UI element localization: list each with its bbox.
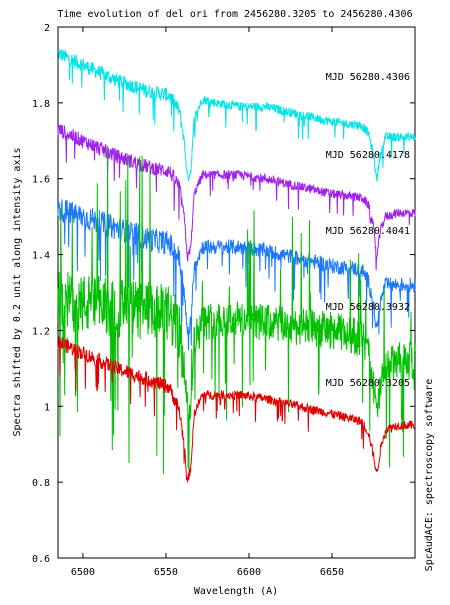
y-tick-label: 1.2 [32, 326, 50, 337]
series-label: MJD 56280.4178 [326, 150, 410, 161]
series-label: MJD 56280.3205 [326, 378, 410, 389]
x-tick-label: 6650 [320, 567, 344, 578]
axes: 0.6 0.8 1 1.2 1.4 1.6 1.8 2 6500 6550 6600 6650 [32, 23, 415, 578]
y-tick-label: 0.6 [32, 554, 50, 565]
y-tick-label: 1.4 [32, 251, 50, 262]
series-line [57, 199, 416, 351]
chart-title: Time evolution of del ori from 2456280.3… [57, 9, 412, 20]
software-credit: SpcAudACE: spectroscopy software [424, 379, 435, 572]
x-tick-label: 6600 [237, 567, 261, 578]
series-line [57, 48, 416, 183]
y-tick-label: 1.6 [32, 175, 50, 186]
series-label: MJD 56280.4306 [326, 72, 410, 83]
series-layer [57, 48, 416, 483]
series-line [57, 149, 416, 474]
x-tick-label: 6500 [71, 567, 95, 578]
y-tick-label: 1.8 [32, 99, 50, 110]
series-line [57, 335, 416, 483]
series-line [57, 124, 416, 271]
y-axis-label: Spectra shifted by 0.2 unit along intens… [12, 148, 23, 437]
y-tick-label: 1 [44, 402, 50, 413]
x-axis-label: Wavelength (A) [194, 586, 278, 597]
y-tick-label: 2 [44, 23, 50, 34]
x-tick-label: 6550 [154, 567, 178, 578]
series-labels: MJD 56280.4306 MJD 56280.4178 MJD 56280.40… [326, 72, 410, 389]
series-label: MJD 56280.4041 [326, 226, 410, 237]
series-label: MJD 56280.3932 [326, 302, 410, 313]
y-tick-label: 0.8 [32, 478, 50, 489]
